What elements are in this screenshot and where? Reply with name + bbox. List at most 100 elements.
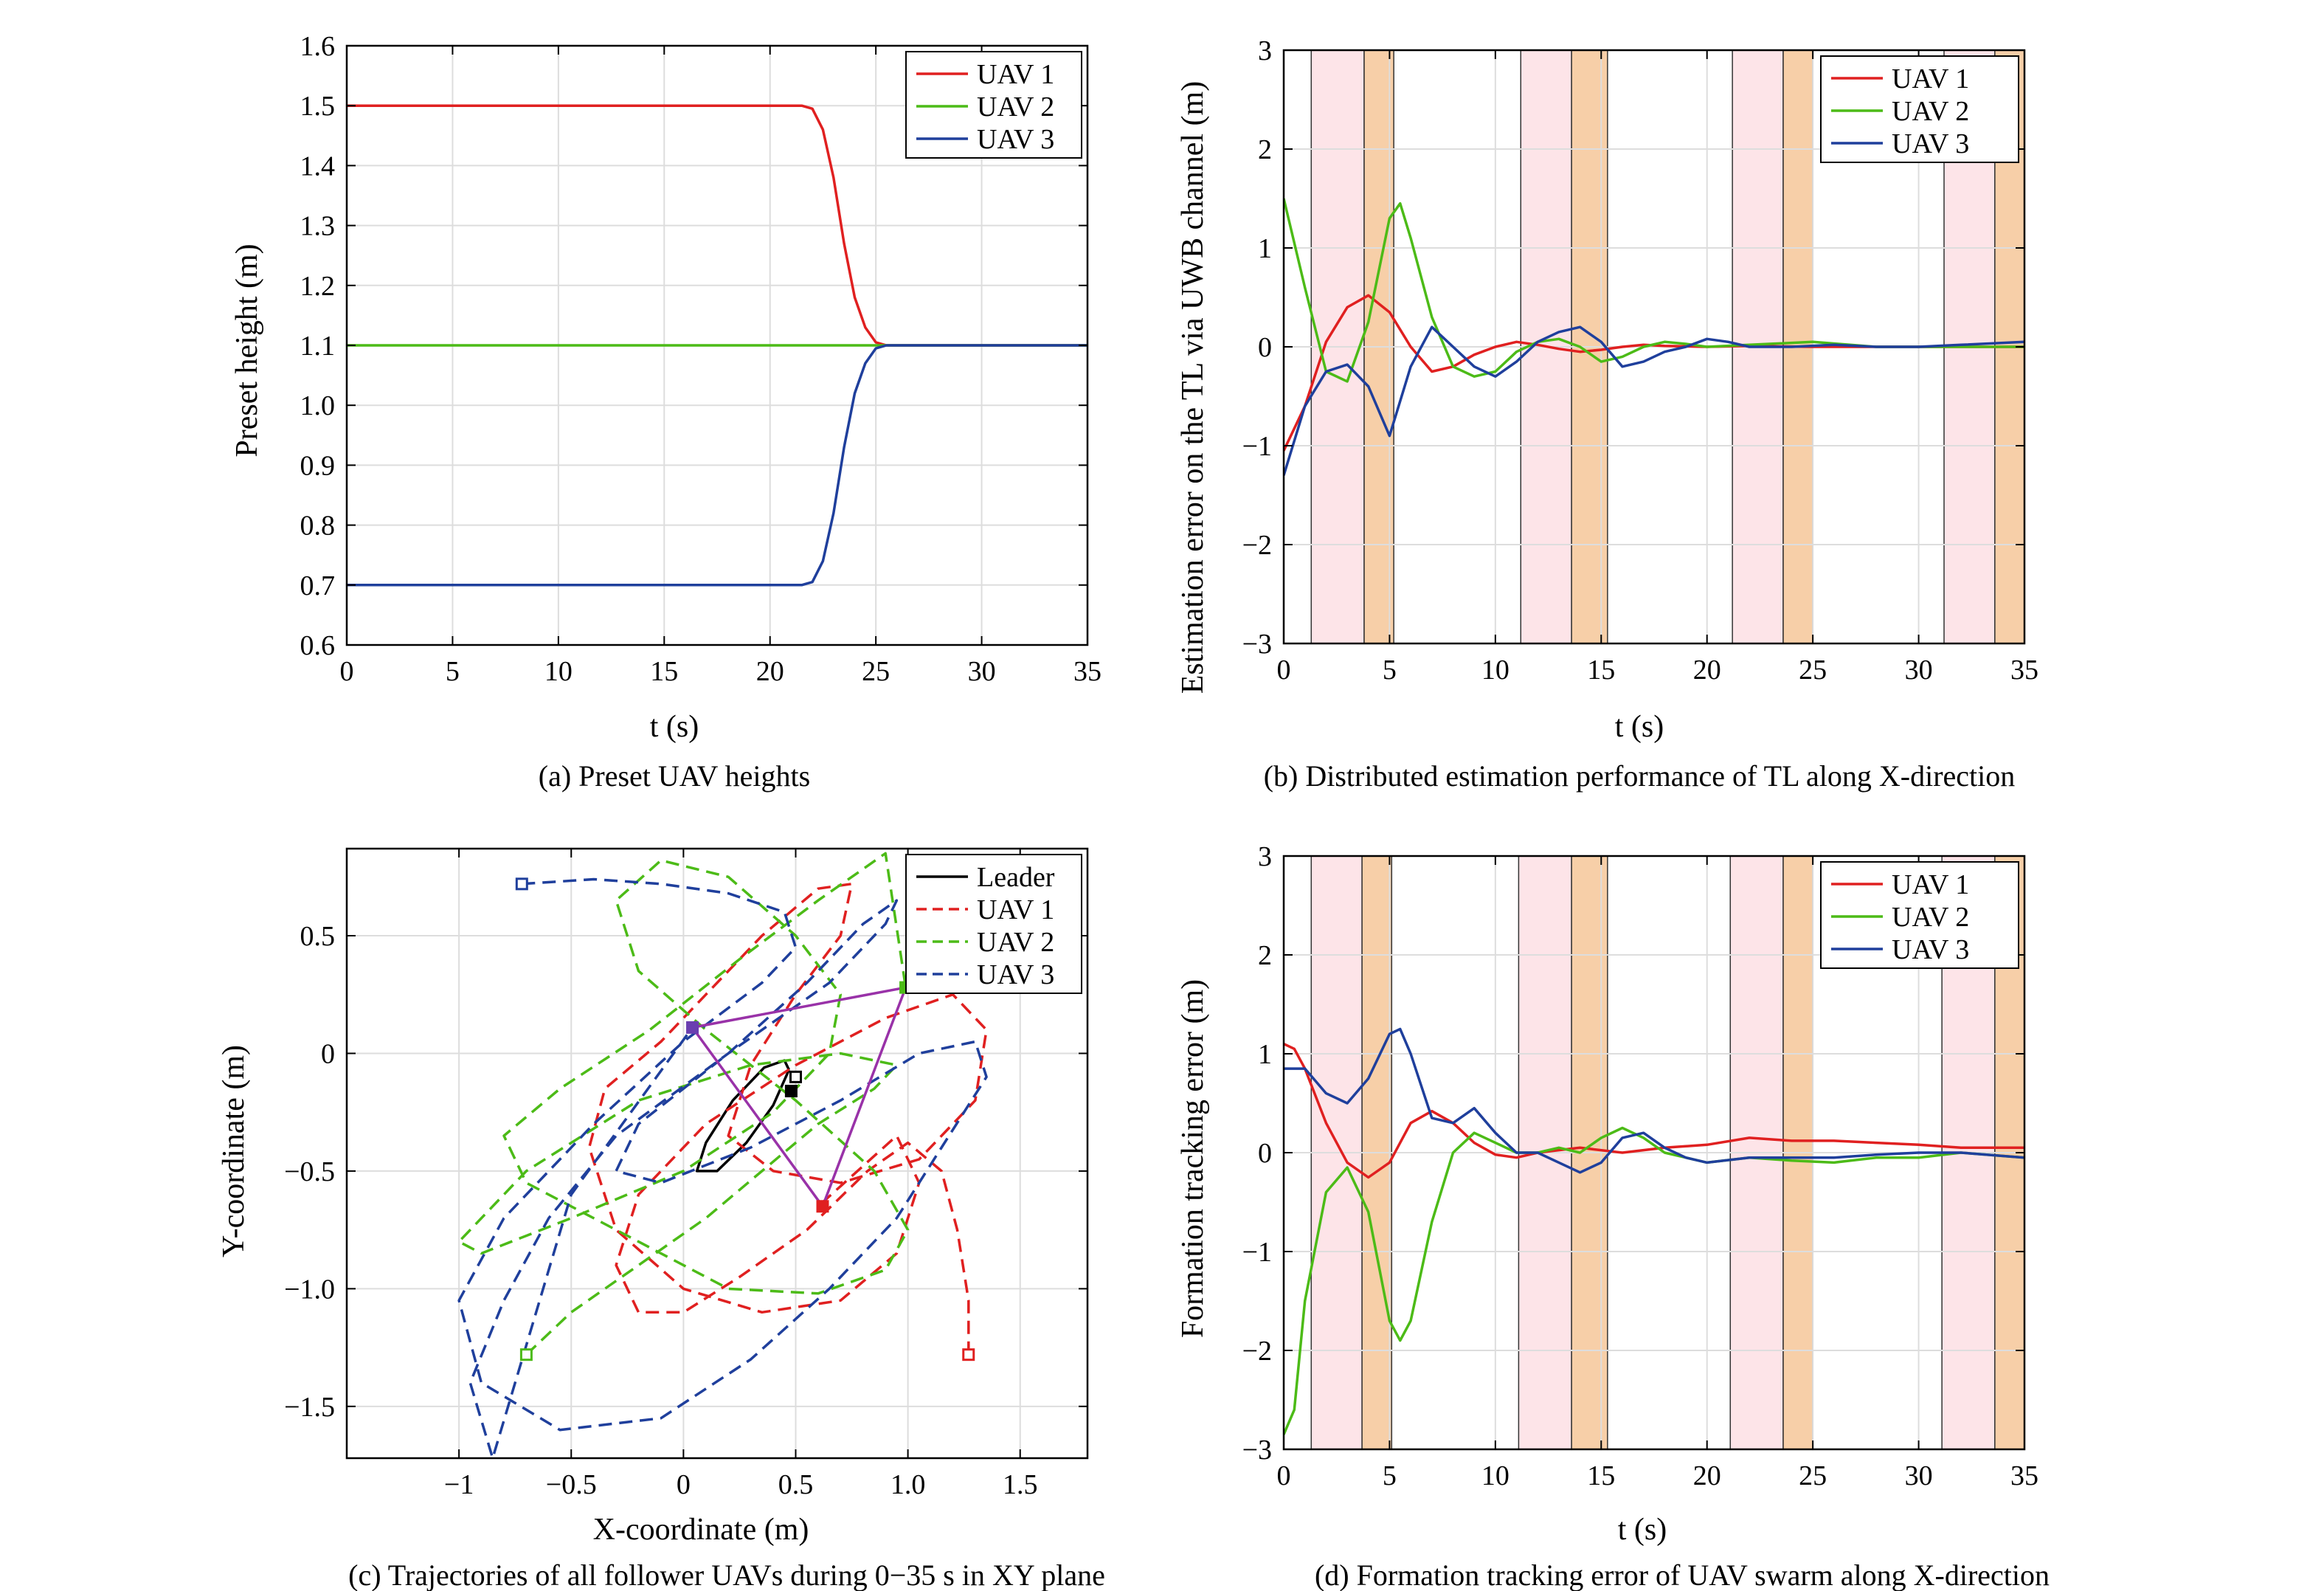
legend-label: UAV 3 (977, 959, 1054, 990)
legend-label: UAV 1 (977, 59, 1054, 90)
data-marker (962, 1348, 975, 1362)
series-group (347, 104, 1087, 587)
data-marker (515, 877, 528, 891)
series-line-uav-1 (1284, 1043, 2024, 1179)
x-tick-label: 15 (1587, 1460, 1615, 1491)
x-tick-label: 25 (1799, 655, 1827, 686)
y-tick-label: −2 (1242, 1336, 1272, 1367)
x-tick-label: 35 (1073, 656, 1102, 687)
data-marker (686, 1021, 699, 1034)
y-tick-label: 1.6 (300, 31, 336, 62)
x-tick-label: 5 (446, 656, 460, 687)
x-tick-label: 25 (862, 656, 890, 687)
data-marker (789, 1070, 802, 1083)
legend-box (905, 51, 1082, 159)
y-tick-label: −1.5 (284, 1392, 335, 1423)
legend-label: UAV 2 (977, 92, 1054, 122)
x-tick-label: 5 (1383, 655, 1397, 686)
y-tick-label: 3 (1258, 35, 1272, 66)
series-line-uav-3 (1284, 325, 2024, 476)
x-tick-label: 5 (1383, 1460, 1397, 1491)
y-tick-label: 0 (1258, 1138, 1272, 1169)
series-group (1284, 1027, 2024, 1435)
y-tick-label: 0 (1258, 332, 1272, 363)
x-tick-label: 10 (1481, 1460, 1509, 1491)
series-line-uav-3 (457, 877, 988, 1458)
y-tick-label: 0.5 (300, 921, 336, 952)
y-tick-label: −3 (1242, 629, 1272, 660)
data-marker (784, 1084, 798, 1097)
y-tick-label: 1.3 (300, 211, 336, 242)
panel-a: 0 5 10 15 20 25 30 35 0.6 0.7 0.8 0.9 1.0 1.1 1.2 1.3 1.… (230, 31, 1102, 793)
x-tick-label: 20 (1693, 655, 1721, 686)
x-tick-label: 15 (650, 656, 678, 687)
panel-c: −1 −0.5 0 0.5 1.0 1.5 −1.5 −1.0 −0.5 0 0.5 Leader UA… (217, 847, 1105, 1591)
y-tick-label: −0.5 (284, 1156, 335, 1187)
y-tick-label: 1.4 (300, 151, 336, 182)
series-line-uav-2 (457, 852, 910, 1356)
x-tick-label: 35 (2010, 1460, 2038, 1491)
y-tick-label: 1 (1258, 1039, 1272, 1070)
y-tick-label: −1.0 (284, 1274, 335, 1305)
x-tick-label: 35 (2010, 655, 2038, 686)
panel-a-xlabel: t (s) (650, 710, 699, 744)
panel-b-caption: (b) Distributed estimation performance o… (1264, 759, 2016, 793)
y-tick-label: 2 (1258, 940, 1272, 971)
x-tick-label: 30 (1905, 1460, 1933, 1491)
series-line-uav-1 (587, 883, 988, 1355)
y-tick-label: 2 (1258, 134, 1272, 165)
y-tick-label: 0.9 (300, 450, 336, 481)
panel-d-xlabel: t (s) (1618, 1513, 1667, 1547)
panel-d-caption: (d) Formation tracking error of UAV swar… (1315, 1559, 2050, 1591)
legend-box (1820, 861, 2019, 969)
y-tick-label: 1.0 (300, 390, 336, 421)
series-line-uav-3 (1284, 1027, 2024, 1174)
data-marker (519, 1348, 533, 1362)
x-tick-label: 0 (340, 656, 354, 687)
legend-label: UAV 3 (1892, 128, 1969, 159)
x-tick-label: 1.5 (1003, 1469, 1038, 1500)
series-line-leader (695, 1059, 790, 1173)
x-tick-label: 0 (677, 1469, 691, 1500)
x-tick-label: 0.5 (778, 1469, 814, 1500)
panel-c-caption: (c) Trajectories of all follower UAVs du… (348, 1559, 1105, 1591)
y-tick-label: 0.8 (300, 511, 336, 542)
y-tick-label: −1 (1242, 431, 1272, 462)
panel-b-ylabel: Estimation error on the TL via UWB chann… (1176, 81, 1210, 694)
x-tick-label: 1.0 (890, 1469, 926, 1500)
x-tick-label: 20 (756, 656, 784, 687)
y-tick-label: −1 (1242, 1237, 1272, 1268)
x-tick-label: 10 (1481, 655, 1509, 686)
panel-c-xlabel: X-coordinate (m) (593, 1513, 809, 1547)
y-tick-label: −2 (1242, 530, 1272, 561)
y-tick-label: −3 (1242, 1435, 1272, 1466)
legend-label: Leader (977, 862, 1055, 893)
series-group (457, 852, 988, 1458)
x-tick-label: 0 (1277, 655, 1291, 686)
legend-box (1820, 55, 2019, 163)
legend-label: UAV 2 (977, 927, 1054, 958)
panel-a-caption: (a) Preset UAV heights (539, 759, 810, 793)
series-line-formation (691, 986, 907, 1208)
data-marker (816, 1200, 829, 1213)
x-tick-label: 30 (968, 656, 996, 687)
x-tick-label: 30 (1905, 655, 1933, 686)
panel-a-ylabel: Preset height (m) (230, 244, 264, 457)
y-tick-label: 1.1 (300, 331, 336, 362)
x-tick-label: 20 (1693, 1460, 1721, 1491)
series-group (1284, 198, 2024, 476)
x-tick-label: 10 (544, 656, 573, 687)
y-tick-label: 3 (1258, 841, 1272, 872)
panel-d-ylabel: Formation tracking error (m) (1176, 979, 1210, 1338)
y-tick-label: 0 (321, 1038, 335, 1069)
y-tick-label: 1 (1258, 233, 1272, 264)
x-tick-label: −0.5 (546, 1469, 597, 1500)
series-line-uav-3 (347, 344, 1087, 587)
y-tick-label: 0.7 (300, 570, 336, 601)
x-tick-label: −1 (444, 1469, 474, 1500)
series-line-uav-2 (1284, 1126, 2024, 1435)
legend-label: UAV 1 (1892, 869, 1969, 900)
axes-frame (345, 847, 1089, 1460)
